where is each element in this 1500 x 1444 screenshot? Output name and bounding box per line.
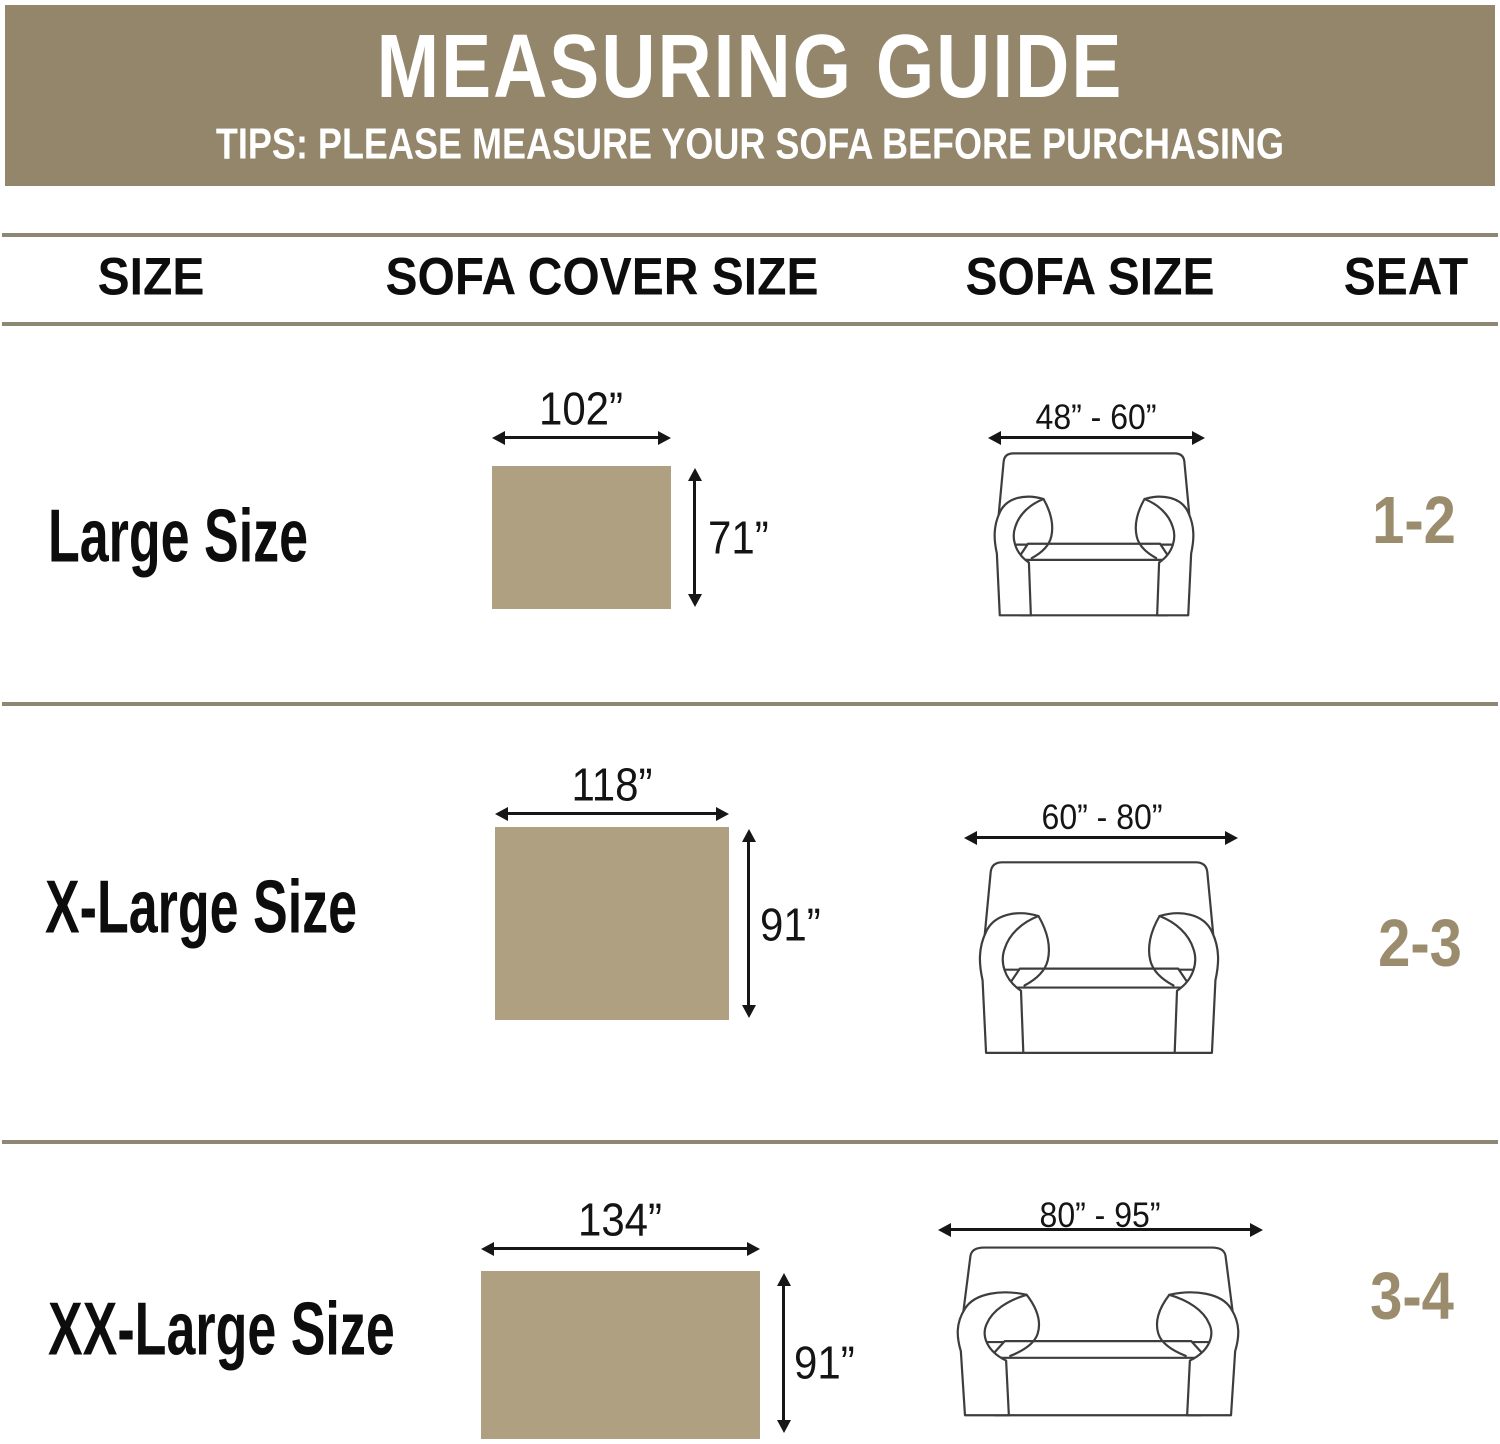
cover-swatch bbox=[481, 1271, 760, 1439]
height-arrow-icon bbox=[741, 829, 756, 1018]
cover-height-value: 91” bbox=[794, 1336, 855, 1389]
height-arrow-icon bbox=[687, 468, 702, 607]
sofa-width-arrow-icon bbox=[988, 430, 1205, 445]
sofa-icon bbox=[956, 1246, 1240, 1417]
cover-width-value: 118” bbox=[571, 758, 653, 811]
row-label: Large Size bbox=[48, 494, 309, 580]
seat-count: 1-2 bbox=[1372, 483, 1456, 558]
cover-width-value: 102” bbox=[538, 382, 624, 435]
cover-swatch bbox=[492, 466, 671, 609]
sofa-width-arrow-icon bbox=[964, 830, 1238, 845]
sofa-width-range: 80” - 95” bbox=[1039, 1194, 1161, 1235]
seat-count: 3-4 bbox=[1370, 1259, 1454, 1334]
cover-width-value: 134” bbox=[577, 1193, 663, 1246]
sofa-width-range: 48” - 60” bbox=[1035, 396, 1157, 437]
page-subtitle: TIPS: PLEASE MEASURE YOUR SOFA BEFORE PU… bbox=[215, 118, 1285, 169]
divider-line bbox=[2, 322, 1498, 326]
divider-line bbox=[2, 702, 1498, 706]
page-title: MEASURING GUIDE bbox=[376, 15, 1124, 117]
width-arrow-icon bbox=[492, 430, 671, 445]
column-header-size: SIZE bbox=[97, 248, 205, 307]
height-arrow-icon bbox=[776, 1273, 791, 1433]
column-header-sofa-size: SOFA SIZE bbox=[965, 248, 1215, 307]
divider-line bbox=[2, 233, 1498, 237]
sofa-icon bbox=[993, 452, 1195, 617]
width-arrow-icon bbox=[495, 806, 729, 821]
divider-line bbox=[2, 1140, 1498, 1144]
row-label: XX-Large Size bbox=[48, 1287, 395, 1373]
sofa-width-arrow-icon bbox=[938, 1222, 1263, 1237]
column-header-seat: SEAT bbox=[1343, 248, 1469, 307]
sofa-width-range: 60” - 80” bbox=[1041, 796, 1163, 837]
seat-count: 2-3 bbox=[1378, 906, 1462, 981]
cover-height-value: 71” bbox=[708, 511, 769, 564]
cover-swatch bbox=[495, 827, 729, 1020]
row-label: X-Large Size bbox=[45, 865, 358, 951]
sofa-icon bbox=[978, 861, 1220, 1055]
cover-height-value: 91” bbox=[760, 898, 821, 951]
width-arrow-icon bbox=[481, 1241, 760, 1256]
header-banner: MEASURING GUIDE TIPS: PLEASE MEASURE YOU… bbox=[5, 5, 1495, 186]
column-header-sofa-cover-size: SOFA COVER SIZE bbox=[385, 248, 819, 307]
